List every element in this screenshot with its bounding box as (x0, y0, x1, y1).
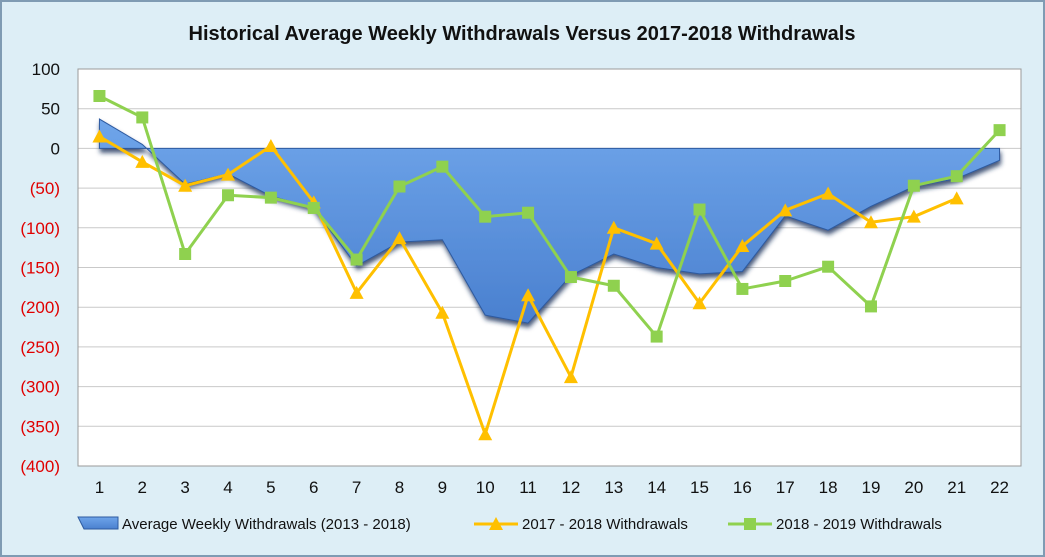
data-point (563, 370, 578, 384)
x-tick-label: 12 (561, 478, 580, 497)
data-point (736, 282, 749, 295)
x-tick-label: 11 (519, 478, 537, 497)
x-tick-label: 16 (733, 478, 752, 497)
y-tick-label: (400) (20, 457, 60, 476)
data-point (136, 111, 149, 124)
x-tick-label: 1 (95, 478, 104, 497)
data-point (479, 210, 492, 223)
data-point (949, 191, 964, 205)
data-point (92, 129, 107, 143)
data-point (435, 305, 450, 319)
y-tick-label: (250) (20, 338, 60, 357)
data-point (135, 154, 150, 168)
x-tick-label: 19 (862, 478, 881, 497)
legend: Average Weekly Withdrawals (2013 - 2018)… (77, 516, 942, 533)
data-point (779, 274, 792, 287)
x-tick-label: 9 (438, 478, 447, 497)
legend-swatch-area (77, 516, 119, 530)
x-tick-label: 21 (947, 478, 966, 497)
x-tick-label: 22 (990, 478, 1009, 497)
y-tick-label: (350) (20, 417, 60, 436)
plot-border (77, 68, 1022, 467)
data-point (522, 206, 535, 219)
data-point (993, 124, 1006, 137)
data-point (693, 203, 706, 216)
data-point (179, 248, 192, 261)
data-point (349, 285, 364, 299)
data-point (692, 296, 707, 310)
data-point (735, 239, 750, 253)
legend-label: 2018 - 2019 Withdrawals (776, 516, 942, 533)
data-point (649, 236, 664, 250)
data-point (907, 179, 920, 192)
data-point (478, 427, 493, 441)
legend-marker (744, 518, 756, 530)
y-tick-label: 50 (41, 100, 60, 119)
data-point (607, 279, 620, 292)
x-tick-label: 8 (395, 478, 404, 497)
legend-label: Average Weekly Withdrawals (2013 - 2018) (122, 516, 411, 533)
data-point (264, 191, 277, 204)
data-point (521, 288, 536, 302)
x-tick-label: 7 (352, 478, 361, 497)
x-tick-label: 6 (309, 478, 318, 497)
data-point (821, 186, 836, 200)
y-tick-label: (200) (20, 298, 60, 317)
x-tick-label: 17 (776, 478, 795, 497)
x-axis: 1 2 3 4 5 6 7 8 9 10 11 12 13 14 15 16 17 18 19 20 21 22 (95, 478, 1009, 497)
data-point (178, 178, 193, 192)
data-point (222, 189, 235, 202)
data-point (307, 201, 320, 214)
data-point (863, 215, 878, 229)
y-tick-label: (100) (20, 219, 60, 238)
x-tick-label: 4 (223, 478, 232, 497)
data-point (93, 89, 106, 102)
data-point (650, 330, 663, 343)
x-tick-label: 14 (647, 478, 666, 497)
x-tick-label: 2 (138, 478, 147, 497)
data-point (393, 180, 406, 193)
data-point (564, 271, 577, 284)
data-point (950, 170, 963, 183)
data-point (778, 203, 793, 217)
x-tick-label: 13 (604, 478, 623, 497)
x-tick-label: 10 (476, 478, 495, 497)
data-point (350, 253, 363, 266)
data-point (392, 231, 407, 245)
y-tick-label: (150) (20, 259, 60, 278)
series-line-2 (98, 94, 1001, 339)
data-point (906, 209, 921, 223)
data-point (436, 160, 449, 173)
x-tick-label: 15 (690, 478, 709, 497)
y-tick-label: 0 (51, 139, 60, 158)
x-tick-label: 5 (266, 478, 275, 497)
x-tick-label: 18 (819, 478, 838, 497)
y-tick-label: (300) (20, 378, 60, 397)
data-point (606, 220, 621, 234)
data-point (864, 300, 877, 313)
legend-marker (489, 517, 503, 530)
y-tick-label: (50) (30, 179, 60, 198)
series-lines (92, 89, 1006, 441)
data-point (221, 167, 236, 181)
data-point (822, 260, 835, 273)
y-tick-label: 100 (32, 60, 60, 79)
y-axis: 100 50 0 (50) (100) (150) (200) (250) (300) (350)… (20, 60, 60, 476)
x-tick-label: 3 (180, 478, 189, 497)
legend-label: 2017 - 2018 Withdrawals (522, 516, 688, 533)
chart-title: Historical Average Weekly Withdrawals Ve… (189, 23, 856, 45)
x-tick-label: 20 (904, 478, 923, 497)
data-point (263, 139, 278, 153)
